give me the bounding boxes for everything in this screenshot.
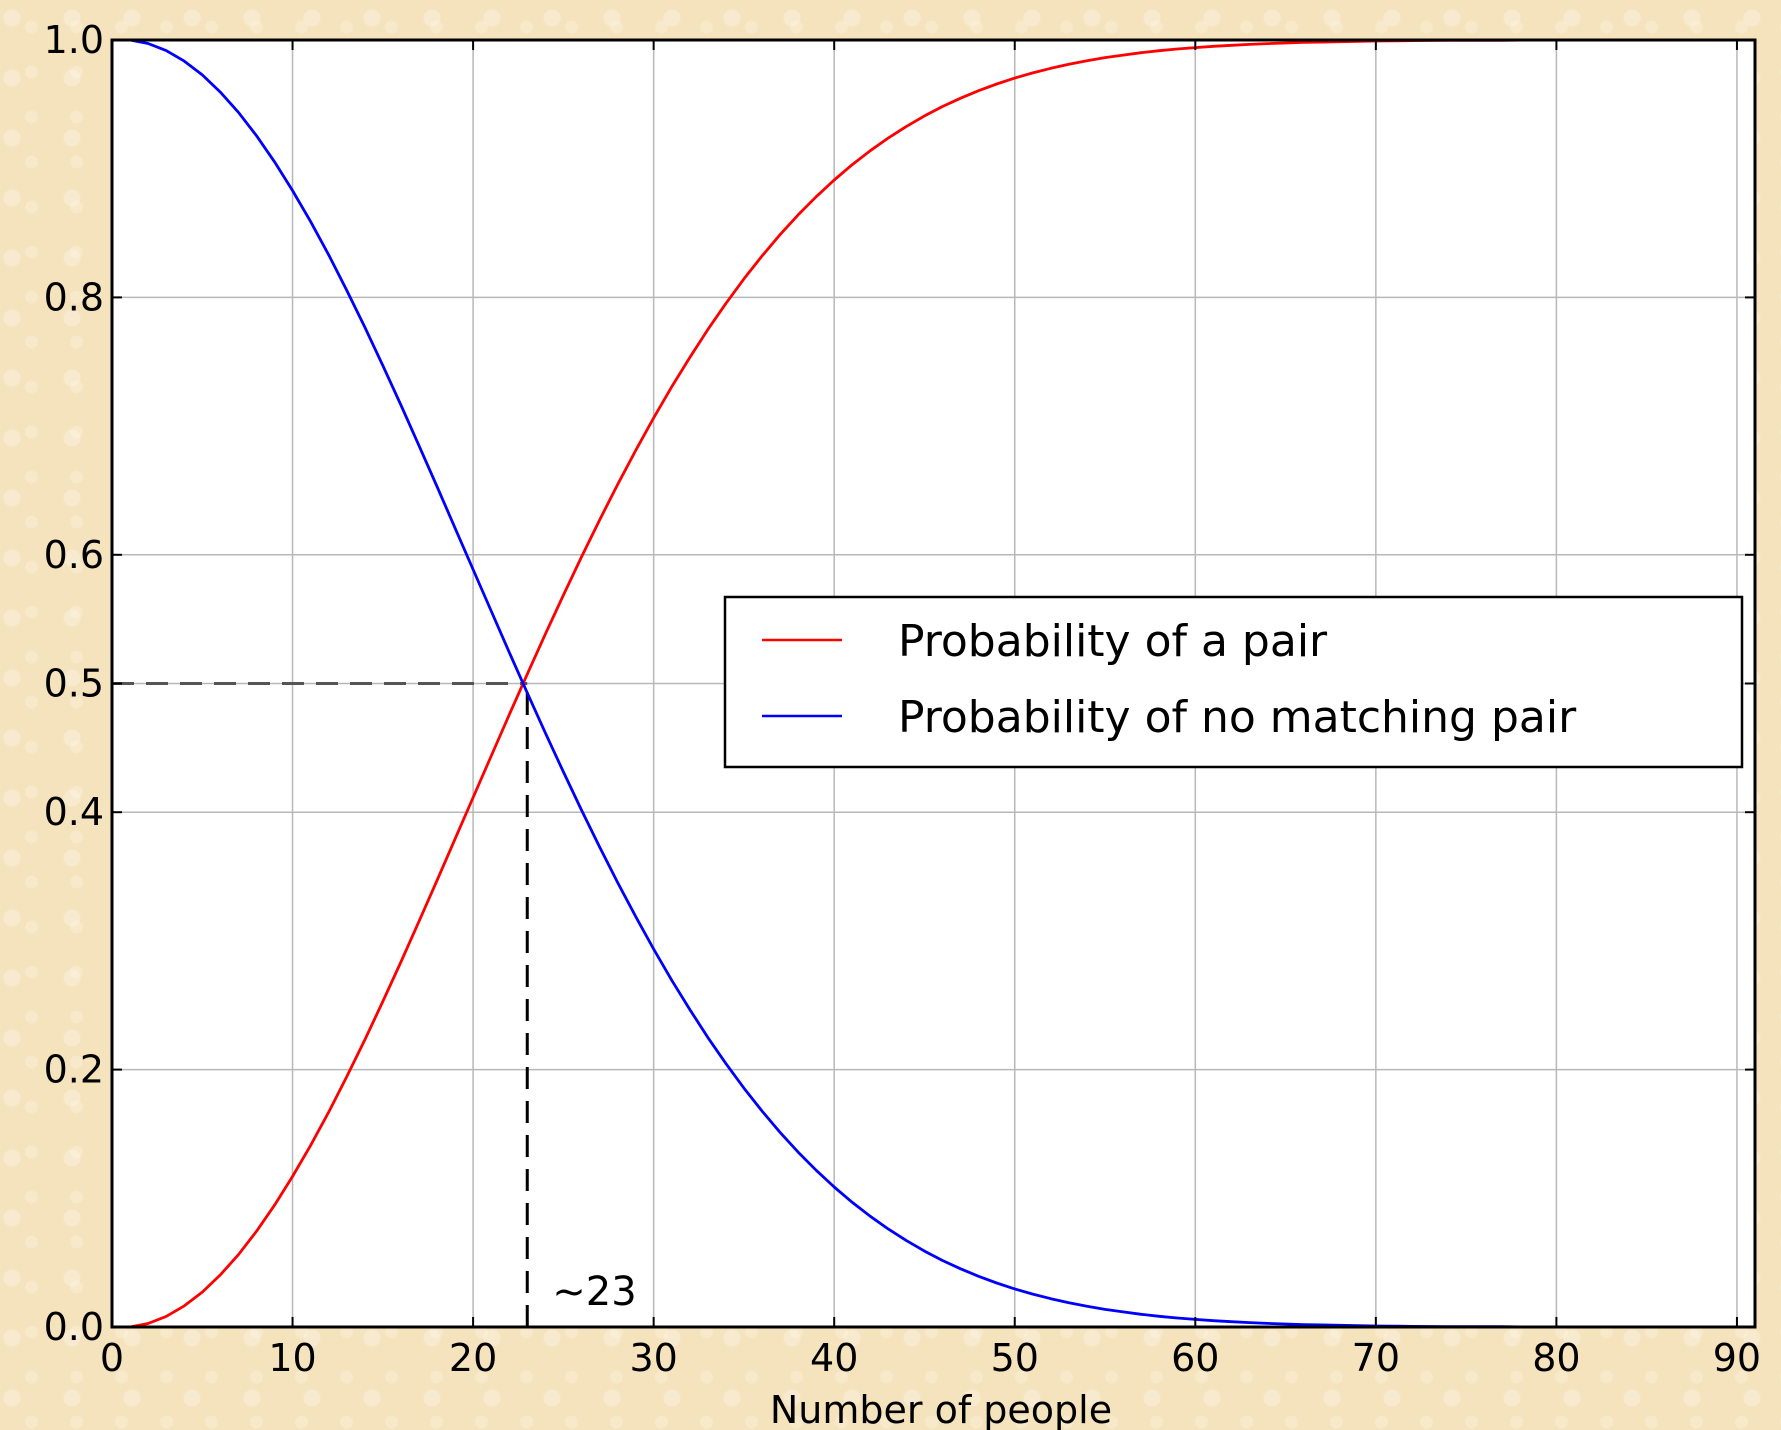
y-tick-label: 0.6 [44,533,104,577]
annotation-label: ~23 [552,1269,636,1315]
y-tick-labels: 0.0 0.2 0.4 0.5 0.6 0.8 1.0 [44,18,104,1349]
y-tick-label: 1.0 [44,18,104,62]
x-tick-label: 10 [268,1336,316,1380]
y-tick-label: 0.8 [44,275,104,319]
legend: Probability of a pair Probability of no … [723,595,1744,769]
x-tick-label: 0 [100,1336,124,1380]
y-tick-label: 0.2 [44,1048,104,1092]
x-tick-label: 60 [1171,1336,1219,1380]
x-tick-label: 90 [1713,1336,1761,1380]
x-tick-label: 30 [629,1336,677,1380]
reference-lines [112,682,529,1327]
y-tick-label: 0.0 [44,1305,104,1349]
x-axis-title: Number of people [770,1388,1112,1430]
axis-ticks [111,39,1755,1328]
y-tick-label: 0.4 [44,790,104,834]
x-tick-labels: 0 10 20 30 40 50 60 70 80 90 [100,1336,1761,1380]
legend-label-pair: Probability of a pair [898,616,1328,667]
x-tick-label: 70 [1352,1336,1400,1380]
x-tick-label: 50 [991,1336,1039,1380]
annotations: ~23 [552,1269,636,1315]
y-tick-label: 0.5 [44,662,104,706]
legend-box [723,595,1744,769]
legend-label-no-pair: Probability of no matching pair [898,692,1577,743]
x-tick-label: 40 [810,1336,858,1380]
x-tick-label: 80 [1532,1336,1580,1380]
x-tick-label: 20 [449,1336,497,1380]
